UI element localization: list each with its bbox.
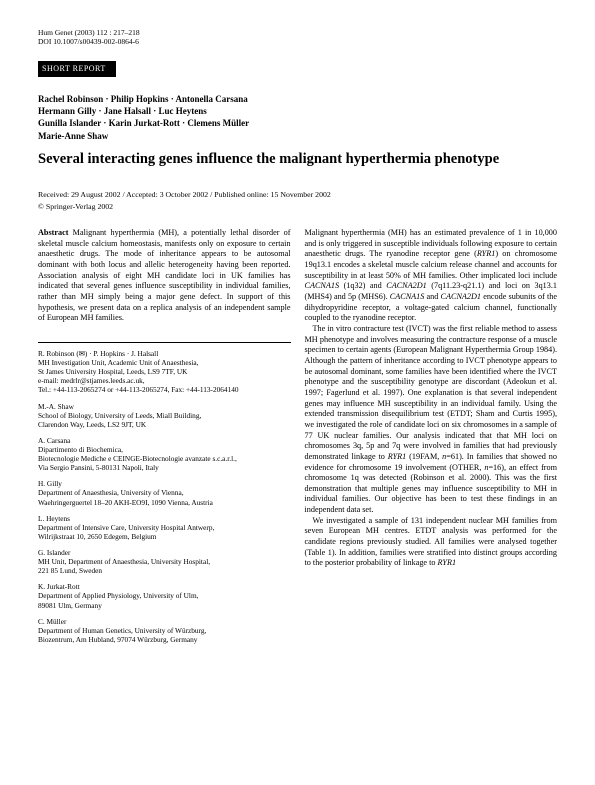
- affil-names: K. Jurkat-Rott: [38, 582, 291, 591]
- authors: Rachel Robinson · Philip Hopkins · Anton…: [38, 93, 557, 142]
- gene-cacna2d1: CACNA2D1: [386, 281, 427, 290]
- affil-line: MH Investigation Unit, Academic Unit of …: [38, 358, 291, 367]
- affil-line: Via Sergio Pansini, 5-80131 Napoli, Ital…: [38, 463, 291, 472]
- abstract: Abstract Malignant hyperthermia (MH), a …: [38, 228, 291, 324]
- left-column: Abstract Malignant hyperthermia (MH), a …: [38, 228, 291, 651]
- affil-names: M.-A. Shaw: [38, 402, 291, 411]
- affiliation: A. Carsana Dipartimento di Biochemica, B…: [38, 436, 291, 472]
- affil-line: Tel.: +44-113-2065274 or +44-113-2065274…: [38, 385, 291, 394]
- affil-names: A. Carsana: [38, 436, 291, 445]
- affil-line: Wilrijkstraat 10, 2650 Edegem, Belgium: [38, 532, 291, 541]
- affil-line: 89081 Ulm, Germany: [38, 601, 291, 610]
- gene-ryr1: RYR1: [388, 452, 407, 461]
- authors-line: Rachel Robinson · Philip Hopkins · Anton…: [38, 93, 557, 105]
- affil-names: H. Gilly: [38, 479, 291, 488]
- body-paragraph: We investigated a sample of 131 independ…: [305, 516, 558, 569]
- journal-line: Hum Genet (2003) 112 : 217–218: [38, 28, 557, 37]
- affil-line: MH Unit, Department of Anaesthesia, Univ…: [38, 557, 291, 566]
- abstract-text: Malignant hyperthermia (MH), a potential…: [38, 228, 291, 322]
- authors-line: Gunilla Islander · Karin Jurkat-Rott · C…: [38, 117, 557, 129]
- affil-line: St James University Hospital, Leeds, LS9…: [38, 367, 291, 376]
- affiliation: M.-A. Shaw School of Biology, University…: [38, 402, 291, 429]
- body-paragraph: Malignant hyperthermia (MH) has an estim…: [305, 228, 558, 324]
- affil-line: Biotecnologie Mediche e CEINGE-Biotecnol…: [38, 454, 291, 463]
- affil-line: Department of Intensive Care, University…: [38, 523, 291, 532]
- affil-line: Department of Human Genetics, University…: [38, 626, 291, 635]
- journal-meta: Hum Genet (2003) 112 : 217–218 DOI 10.10…: [38, 28, 557, 47]
- copyright: © Springer-Verlag 2002: [38, 202, 557, 212]
- doi-line: DOI 10.1007/s00439-002-0864-6: [38, 37, 557, 46]
- gene-ryr1: RYR1: [438, 558, 457, 567]
- affil-line: 221 85 Lund, Sweden: [38, 566, 291, 575]
- affil-names: L. Heytens: [38, 514, 291, 523]
- gene-ryr1: RYR1: [477, 249, 496, 258]
- affil-line: Waehringerguertel 18–20 AKH-EO9I, 1090 V…: [38, 498, 291, 507]
- article-title: Several interacting genes influence the …: [38, 150, 557, 168]
- affiliation: H. Gilly Department of Anaesthesia, Univ…: [38, 479, 291, 506]
- affiliation: L. Heytens Department of Intensive Care,…: [38, 514, 291, 541]
- affil-line: Clarendon Way, Leeds, LS2 9JT, UK: [38, 420, 291, 429]
- affil-line: Department of Applied Physiology, Univer…: [38, 591, 291, 600]
- section-label: SHORT REPORT: [38, 61, 116, 77]
- article-dates: Received: 29 August 2002 / Accepted: 3 O…: [38, 190, 557, 200]
- authors-line: Marie-Anne Shaw: [38, 130, 557, 142]
- affiliation: C. Müller Department of Human Genetics, …: [38, 617, 291, 644]
- affil-line: Biozentrum, Am Hubland, 97074 Würzburg, …: [38, 635, 291, 644]
- abstract-label: Abstract: [38, 228, 68, 237]
- affiliation: G. Islander MH Unit, Department of Anaes…: [38, 548, 291, 575]
- gene-cacna1s: CACNA1S: [305, 281, 340, 290]
- affil-names: R. Robinson (✉) · P. Hopkins · J. Halsal…: [38, 349, 291, 358]
- affil-line: e-mail: medrlr@stjames.leeds.ac.uk,: [38, 376, 291, 385]
- affiliations: R. Robinson (✉) · P. Hopkins · J. Halsal…: [38, 342, 291, 644]
- affil-line: School of Biology, University of Leeds, …: [38, 411, 291, 420]
- right-column: Malignant hyperthermia (MH) has an estim…: [305, 228, 558, 651]
- affil-names: C. Müller: [38, 617, 291, 626]
- affil-names: G. Islander: [38, 548, 291, 557]
- affil-line: Dipartimento di Biochemica,: [38, 445, 291, 454]
- body-paragraph: The in vitro contracture test (IVCT) was…: [305, 324, 558, 516]
- affil-line: Department of Anaesthesia, University of…: [38, 488, 291, 497]
- affiliation: R. Robinson (✉) · P. Hopkins · J. Halsal…: [38, 349, 291, 395]
- affiliation: K. Jurkat-Rott Department of Applied Phy…: [38, 582, 291, 609]
- authors-line: Hermann Gilly · Jane Halsall · Luc Heyte…: [38, 105, 557, 117]
- two-column-body: Abstract Malignant hyperthermia (MH), a …: [38, 228, 557, 651]
